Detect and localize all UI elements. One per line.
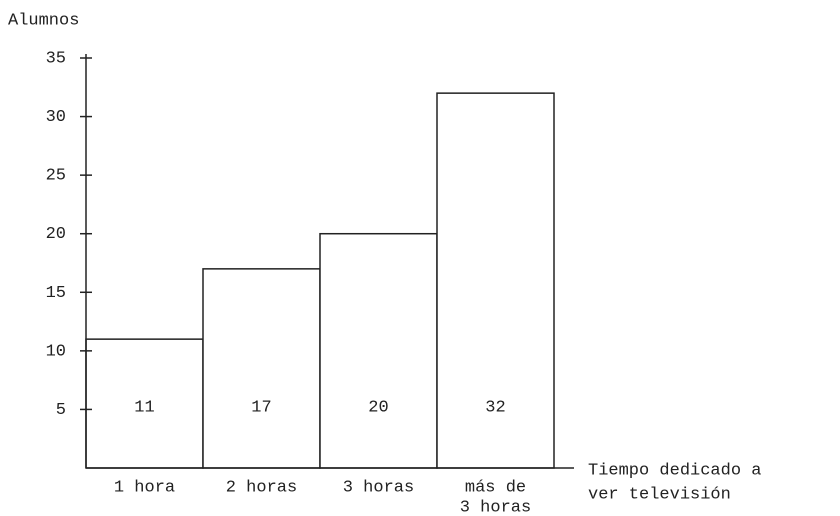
bar [85,338,204,469]
x-tick-label: más de [465,478,526,497]
y-tick-label: 25 [46,167,66,186]
data-label: 11 [134,398,154,417]
data-label: 32 [485,398,505,417]
y-axis-label: Alumnos [8,11,79,30]
data-label: 17 [251,398,271,417]
bar [319,232,438,469]
bar [202,268,321,469]
x-tick-label: 2 horas [226,478,297,497]
bar [436,92,555,469]
x-axis-label: ver televisión [588,485,731,504]
x-axis-label: Tiempo dedicado a [588,461,761,480]
y-tick-label: 10 [46,342,66,361]
x-tick-label: 3 horas [343,478,414,497]
x-tick-label: 3 horas [460,498,531,516]
data-label: 20 [368,398,388,417]
y-tick-label: 5 [56,401,66,420]
y-tick-label: 15 [46,284,66,303]
y-tick-label: 20 [46,225,66,244]
x-tick-label: 1 hora [114,478,175,497]
y-tick-label: 30 [46,108,66,127]
y-tick-label: 35 [46,49,66,68]
